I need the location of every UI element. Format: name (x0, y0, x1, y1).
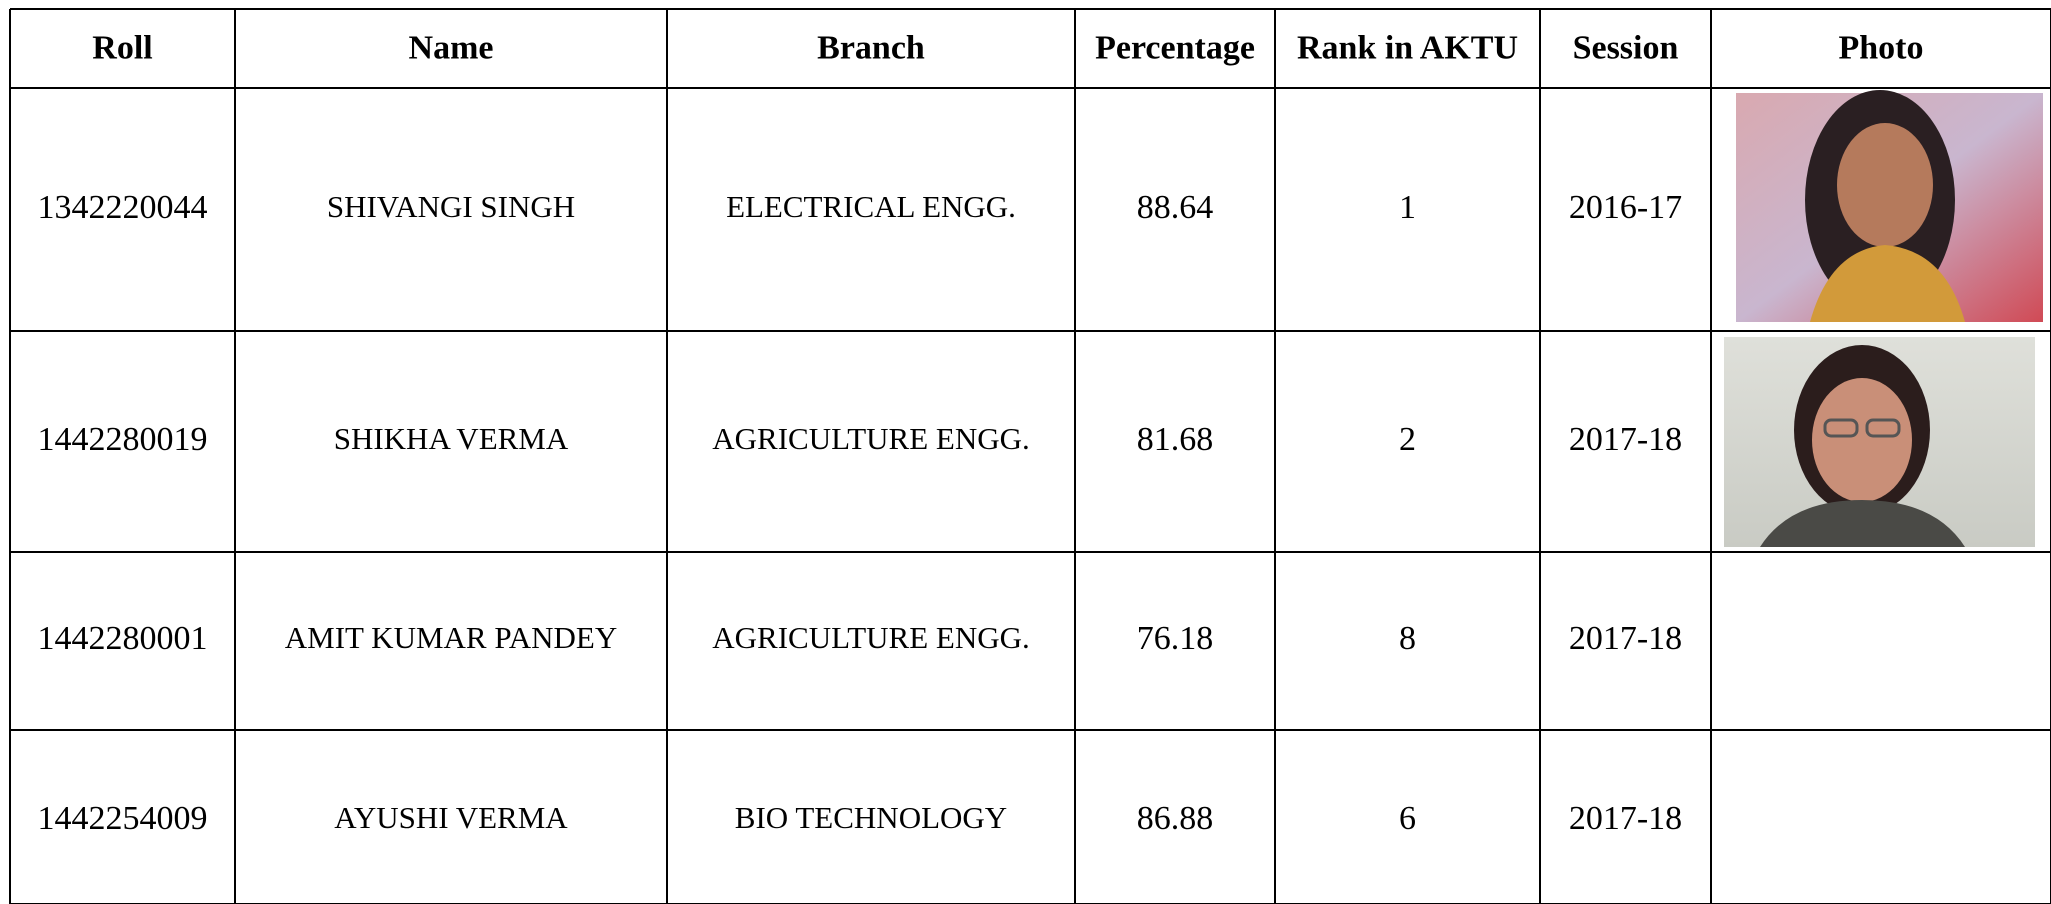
cell: 2017-18 (1569, 620, 1682, 657)
cell: 8 (1399, 620, 1416, 657)
cell: AGRICULTURE ENGG. (712, 620, 1029, 655)
cell: 88.64 (1137, 189, 1214, 226)
results-table: Roll Name Branch Percentage Rank in AKTU Sess… (0, 0, 2051, 904)
cell: 1442280001 (38, 620, 208, 657)
cell: AMIT KUMAR PANDEY (285, 620, 617, 655)
cell: AGRICULTURE ENGG. (712, 421, 1029, 456)
cell: 76.18 (1137, 620, 1214, 657)
cell: 86.88 (1137, 800, 1214, 837)
cell: 2016-17 (1569, 189, 1682, 226)
cell: 1342220044 (38, 189, 208, 226)
cell: 81.68 (1137, 421, 1214, 458)
photo (1736, 90, 2043, 322)
cell: ELECTRICAL ENGG. (726, 189, 1016, 224)
column-header: Roll (92, 29, 152, 66)
column-header: Branch (817, 29, 925, 66)
cell: SHIVANGI SINGH (327, 189, 575, 224)
cell: BIO TECHNOLOGY (735, 800, 1007, 835)
cell: 2017-18 (1569, 421, 1682, 458)
cell: 2017-18 (1569, 800, 1682, 837)
column-header: Rank in AKTU (1297, 29, 1518, 66)
column-header: Percentage (1095, 29, 1255, 66)
page: {"table": { "columns": ["Roll", "Name", … (0, 0, 2051, 904)
column-header: Session (1573, 29, 1679, 66)
photo (1724, 337, 2035, 547)
cell: 1442280019 (38, 421, 208, 458)
cell: SHIKHA VERMA (334, 421, 569, 456)
cell: AYUSHI VERMA (334, 800, 568, 835)
cell: 1442254009 (38, 800, 208, 837)
cell: 2 (1399, 421, 1416, 458)
cell: 6 (1399, 800, 1416, 837)
cell: 1 (1399, 189, 1416, 226)
column-header: Name (409, 29, 494, 66)
column-header: Photo (1839, 29, 1924, 66)
